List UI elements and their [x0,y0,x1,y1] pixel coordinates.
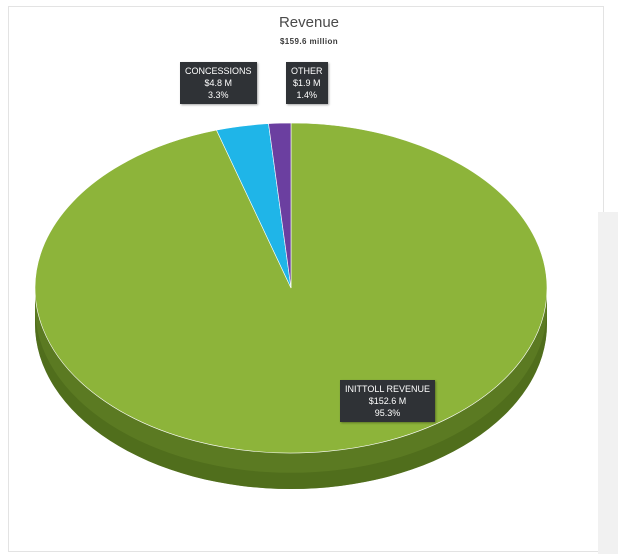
data-label-name: OTHER [291,66,323,76]
data-label-inittoll-revenue: INITTOLL REVENUE $152.6 M 95.3% [340,380,436,422]
data-label-percent: 95.3% [374,408,401,418]
data-label-name: INITTOLL REVENUE [345,384,431,394]
data-label-value: $4.8 M [204,78,233,88]
data-label-other: OTHER $1.9 M 1.4% [286,62,328,104]
data-label-value: $1.9 M [292,78,321,88]
pie-slice-other [268,122,292,289]
data-label-value: $152.6 M [368,396,407,406]
pie-side-wall [35,288,547,489]
data-label-name: CONCESSIONS [185,66,252,76]
data-label-percent: 1.4% [296,90,317,100]
chart-title: Revenue [278,14,340,31]
chart-subtitle: $159.6 million [279,37,339,46]
data-label-percent: 3.3% [208,90,229,100]
data-label-concessions: CONCESSIONS $4.8 M 3.3% [180,62,257,104]
background-panel [598,212,618,554]
